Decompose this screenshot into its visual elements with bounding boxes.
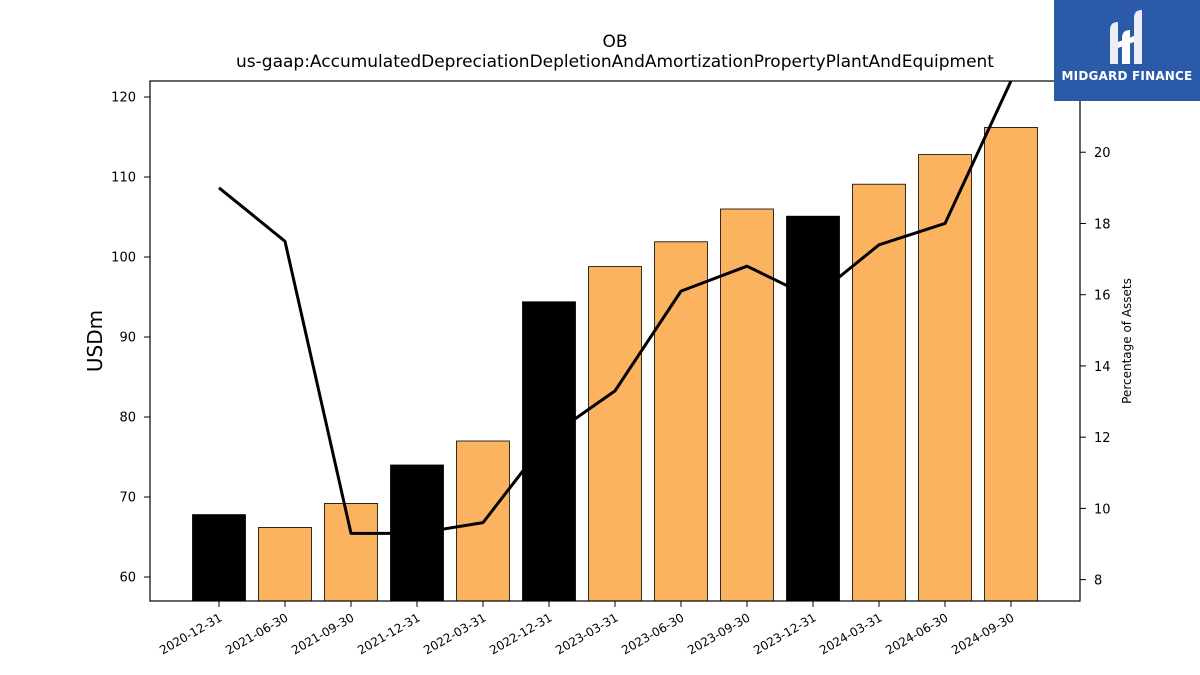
x-tick-label-2022-03-31: 2022-03-31 xyxy=(421,610,488,657)
bars-layer xyxy=(192,127,1038,602)
y-tick-label-60: 60 xyxy=(119,571,136,586)
y-tick-label-100: 100 xyxy=(111,251,136,266)
x-tick-label-2023-12-31: 2023-12-31 xyxy=(751,610,818,657)
x-tick-label-2024-03-31: 2024-03-31 xyxy=(817,610,884,657)
y2-tick-label-18: 18 xyxy=(1094,217,1111,232)
y-tick-label-70: 70 xyxy=(119,491,136,506)
bar-2020-12-31 xyxy=(192,514,246,602)
chart-title: OB xyxy=(602,32,628,52)
bar-2022-12-31 xyxy=(522,301,576,602)
x-tick-label-2024-06-30: 2024-06-30 xyxy=(883,610,950,657)
x-tick-label-2020-12-31: 2020-12-31 xyxy=(157,610,224,657)
y-tick-label-110: 110 xyxy=(111,171,136,186)
bar-2023-06-30 xyxy=(654,241,708,602)
x-tick-label-2021-09-30: 2021-09-30 xyxy=(289,610,356,657)
y2-tick-label-8: 8 xyxy=(1094,574,1102,589)
brand-logo: MIDGARD FINANCE xyxy=(1054,0,1200,101)
bar-2021-06-30 xyxy=(258,527,312,602)
bar-2023-12-31 xyxy=(786,215,840,602)
y2-tick-label-20: 20 xyxy=(1094,146,1111,161)
y2-tick-label-10: 10 xyxy=(1094,502,1111,517)
line-layer xyxy=(218,81,1013,535)
chart-subtitle: us-gaap:AccumulatedDepreciationDepletion… xyxy=(236,52,994,72)
bar-2024-09-30 xyxy=(984,127,1038,602)
y-axis-right: 8 10 12 14 16 18 20 xyxy=(1080,146,1111,589)
series-line-percentage-of-assets xyxy=(218,81,1013,535)
x-tick-label-2023-03-31: 2023-03-31 xyxy=(553,610,620,657)
x-tick-label-2024-09-30: 2024-09-30 xyxy=(949,610,1016,657)
bar-2024-03-31 xyxy=(852,183,906,602)
y2-tick-label-14: 14 xyxy=(1094,360,1111,375)
x-tick-label-2021-06-30: 2021-06-30 xyxy=(223,610,290,657)
y-tick-label-80: 80 xyxy=(119,411,136,426)
x-tick-label-2023-06-30: 2023-06-30 xyxy=(619,610,686,657)
bar-2021-09-30 xyxy=(324,502,378,602)
x-tick-label-2021-12-31: 2021-12-31 xyxy=(355,610,422,657)
y-tick-label-90: 90 xyxy=(119,331,136,346)
y-axis-left: 60 70 80 90 100 110 120 xyxy=(111,91,150,586)
y2-tick-label-12: 12 xyxy=(1094,431,1111,446)
y2-axis-label: Percentage of Assets xyxy=(1120,278,1134,404)
x-tick-label-2023-09-30: 2023-09-30 xyxy=(685,610,752,657)
y-tick-label-120: 120 xyxy=(111,91,136,106)
x-axis: 2020-12-312021-06-302021-09-302021-12-31… xyxy=(157,601,1017,657)
x-tick-label-2022-12-31: 2022-12-31 xyxy=(487,610,554,657)
y2-tick-label-16: 16 xyxy=(1094,289,1111,304)
bar-2023-03-31 xyxy=(588,266,642,602)
midgard-logo-icon xyxy=(1110,10,1142,64)
logo-text: MIDGARD FINANCE xyxy=(1061,69,1193,83)
y-axis-label: USDm xyxy=(83,310,107,372)
